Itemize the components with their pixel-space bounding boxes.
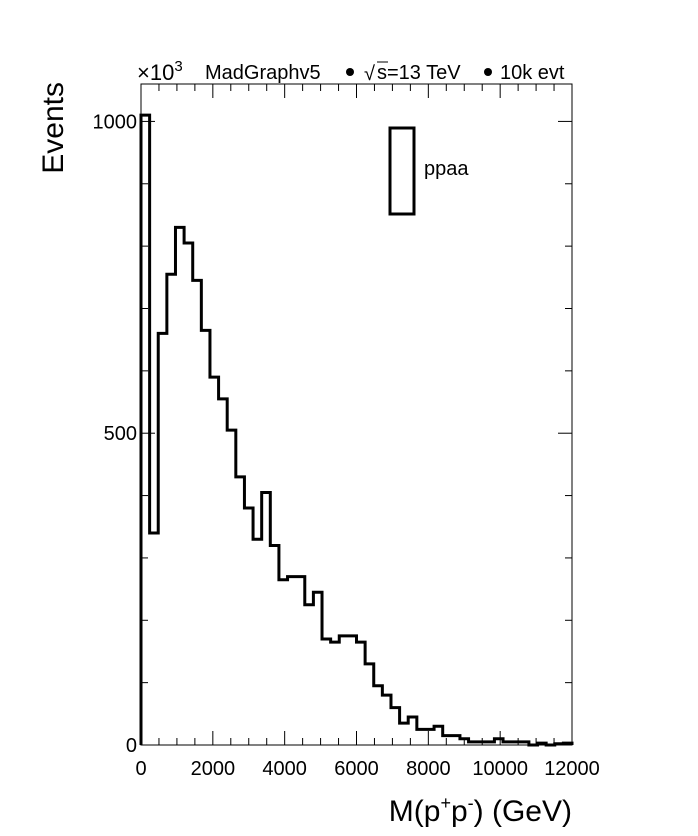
y-axis-label: Events — [37, 82, 70, 174]
generator-label: MadGraphv5 — [205, 62, 321, 84]
x-label-sup-plus: + — [440, 793, 451, 813]
x-tick-label: 4000 — [262, 758, 307, 780]
bullet-1 — [346, 68, 354, 76]
legend-swatch-ppaa — [388, 126, 416, 216]
x-tick-label: 2000 — [191, 758, 236, 780]
y-tick-label: 500 — [104, 423, 137, 445]
x-tick-label: 10000 — [472, 758, 528, 780]
plot-frame — [140, 83, 573, 746]
x-label-sup-minus: - — [468, 793, 474, 813]
x-tick-label: 0 — [135, 758, 146, 780]
axis-ticks — [140, 84, 573, 746]
x-axis-label: M(p+p-) (GeV) — [389, 793, 572, 828]
multiplier-label: ×103 — [137, 58, 183, 85]
x-tick-label: 6000 — [334, 758, 379, 780]
sqrt-symbol: √ — [364, 63, 375, 85]
y-tick-label: 0 — [126, 735, 137, 757]
histogram-series-ppaa — [139, 113, 574, 747]
events-count-label: 10k evt — [500, 62, 565, 84]
axis-tick-labels: 0 2000 4000 6000 8000 10000 12000 0 500 1000 — [93, 111, 600, 780]
y-tick-label: 1000 — [93, 111, 138, 133]
multiplier-exponent: 3 — [174, 58, 182, 75]
legend: ppaa — [388, 126, 469, 216]
sqrt-s-label: s=13 TeV — [377, 62, 461, 84]
x-tick-label: 12000 — [544, 758, 600, 780]
bullet-2 — [484, 68, 492, 76]
legend-label-ppaa: ppaa — [424, 158, 469, 180]
x-tick-label: 8000 — [406, 758, 451, 780]
